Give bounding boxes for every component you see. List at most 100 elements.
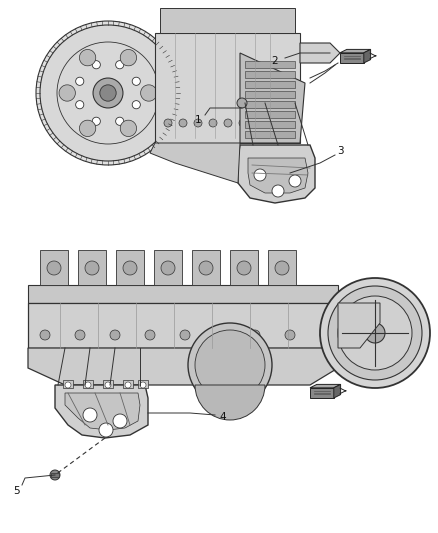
Wedge shape <box>79 50 96 66</box>
Polygon shape <box>300 43 340 63</box>
Circle shape <box>76 101 84 109</box>
Bar <box>245 111 295 118</box>
Circle shape <box>320 330 330 340</box>
Bar <box>103 380 113 388</box>
Bar <box>245 81 295 88</box>
Circle shape <box>110 330 120 340</box>
Bar <box>40 250 68 285</box>
Polygon shape <box>150 143 240 183</box>
Wedge shape <box>141 85 157 101</box>
Circle shape <box>237 98 247 108</box>
Circle shape <box>116 61 124 69</box>
Wedge shape <box>59 85 75 101</box>
Polygon shape <box>310 384 341 388</box>
Circle shape <box>92 117 100 125</box>
Bar <box>51 473 59 477</box>
Circle shape <box>188 323 272 407</box>
Bar <box>78 250 106 285</box>
Circle shape <box>113 414 127 428</box>
Circle shape <box>250 330 260 340</box>
Circle shape <box>47 261 61 275</box>
Polygon shape <box>248 158 308 193</box>
Polygon shape <box>65 393 140 430</box>
Circle shape <box>83 408 97 422</box>
Circle shape <box>40 330 50 340</box>
Circle shape <box>179 119 187 127</box>
Circle shape <box>105 382 111 388</box>
Bar <box>123 380 133 388</box>
Bar <box>268 250 296 285</box>
Polygon shape <box>310 388 334 398</box>
Text: 3: 3 <box>337 146 343 156</box>
Circle shape <box>132 77 140 85</box>
Polygon shape <box>28 348 338 385</box>
Text: 1: 1 <box>194 115 201 125</box>
Circle shape <box>85 382 91 388</box>
Circle shape <box>75 330 85 340</box>
Wedge shape <box>120 120 137 136</box>
Circle shape <box>92 61 100 69</box>
Circle shape <box>269 119 277 127</box>
Bar <box>154 250 182 285</box>
Circle shape <box>254 169 266 181</box>
Circle shape <box>224 119 232 127</box>
Circle shape <box>338 296 412 370</box>
Circle shape <box>328 286 422 380</box>
Wedge shape <box>79 120 96 136</box>
Circle shape <box>289 175 301 187</box>
Circle shape <box>281 119 289 127</box>
Wedge shape <box>195 385 265 420</box>
Circle shape <box>93 78 123 108</box>
Circle shape <box>215 330 225 340</box>
Polygon shape <box>238 145 315 203</box>
Circle shape <box>239 119 247 127</box>
Bar <box>155 33 300 143</box>
Circle shape <box>180 330 190 340</box>
Polygon shape <box>364 50 371 63</box>
Bar <box>83 380 93 388</box>
Circle shape <box>237 261 251 275</box>
Wedge shape <box>120 50 137 66</box>
Bar <box>245 71 295 78</box>
Bar <box>245 91 295 98</box>
Bar <box>28 285 338 303</box>
Polygon shape <box>334 384 341 398</box>
Text: 4: 4 <box>220 412 226 422</box>
Circle shape <box>161 261 175 275</box>
Bar <box>116 250 144 285</box>
Circle shape <box>145 330 155 340</box>
Circle shape <box>194 119 202 127</box>
Circle shape <box>164 119 172 127</box>
Text: 2: 2 <box>272 56 278 66</box>
Circle shape <box>125 382 131 388</box>
Polygon shape <box>55 385 148 438</box>
Bar <box>230 250 258 285</box>
Circle shape <box>99 423 113 437</box>
Circle shape <box>40 25 176 161</box>
Bar <box>28 303 338 348</box>
Circle shape <box>275 261 289 275</box>
Bar <box>160 8 295 33</box>
Bar <box>245 121 295 128</box>
Circle shape <box>140 382 146 388</box>
Circle shape <box>85 261 99 275</box>
Polygon shape <box>340 50 371 53</box>
Circle shape <box>272 185 284 197</box>
Circle shape <box>76 77 84 85</box>
Bar <box>245 131 295 138</box>
Circle shape <box>36 21 180 165</box>
Text: 5: 5 <box>13 486 19 496</box>
Bar <box>63 380 73 388</box>
Circle shape <box>100 85 116 101</box>
Polygon shape <box>338 303 380 348</box>
Circle shape <box>199 261 213 275</box>
Circle shape <box>254 119 262 127</box>
Circle shape <box>65 382 71 388</box>
Bar <box>138 380 148 388</box>
Circle shape <box>365 323 385 343</box>
Circle shape <box>123 261 137 275</box>
Circle shape <box>132 101 140 109</box>
Bar <box>192 250 220 285</box>
Polygon shape <box>340 53 364 63</box>
Circle shape <box>285 330 295 340</box>
